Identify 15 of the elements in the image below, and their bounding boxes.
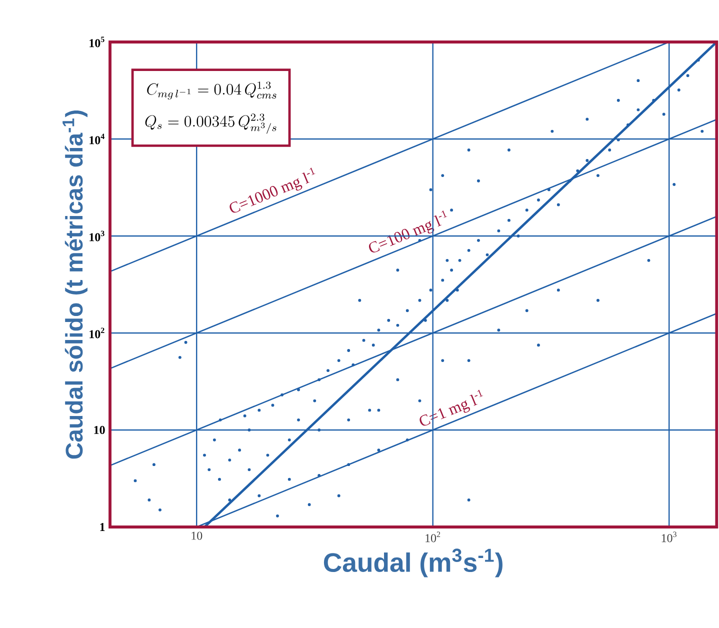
x-axis-title: Caudal (m$^{3}$s$^{-1}$) [324, 548, 502, 578]
y-tick-label: 10 [94, 426, 105, 434]
y-tick-label: 10$^{2}$ [90, 328, 104, 338]
y-tick-label: 10$^{3}$ [90, 230, 104, 242]
annotation: $C_{mg\,l^{-1}}=0.04\,Q_{cms}^{1.3}$ [147, 82, 276, 100]
y-tick-label: 10$^{5}$ [90, 36, 104, 48]
x-tick-label: 10 [192, 532, 202, 540]
y-tick-label: 1 [100, 523, 105, 531]
annotation: $Q_{s}=0.00345\,Q_{m^{3}/s}^{2.3}$ [145, 114, 276, 134]
x-tick-label: 10$^{3}$ [662, 532, 676, 542]
text: C=1000 mg l$^{-1}$ [230, 168, 316, 213]
y-axis-title: Caudal sólido (t métricas día$^{-1}$) [62, 110, 88, 459]
y-tick-label: 10$^{4}$ [90, 134, 104, 144]
x-tick-label: 10$^{2}$ [426, 532, 440, 542]
text: C=1 mg l$^{-1}$ [420, 390, 484, 426]
